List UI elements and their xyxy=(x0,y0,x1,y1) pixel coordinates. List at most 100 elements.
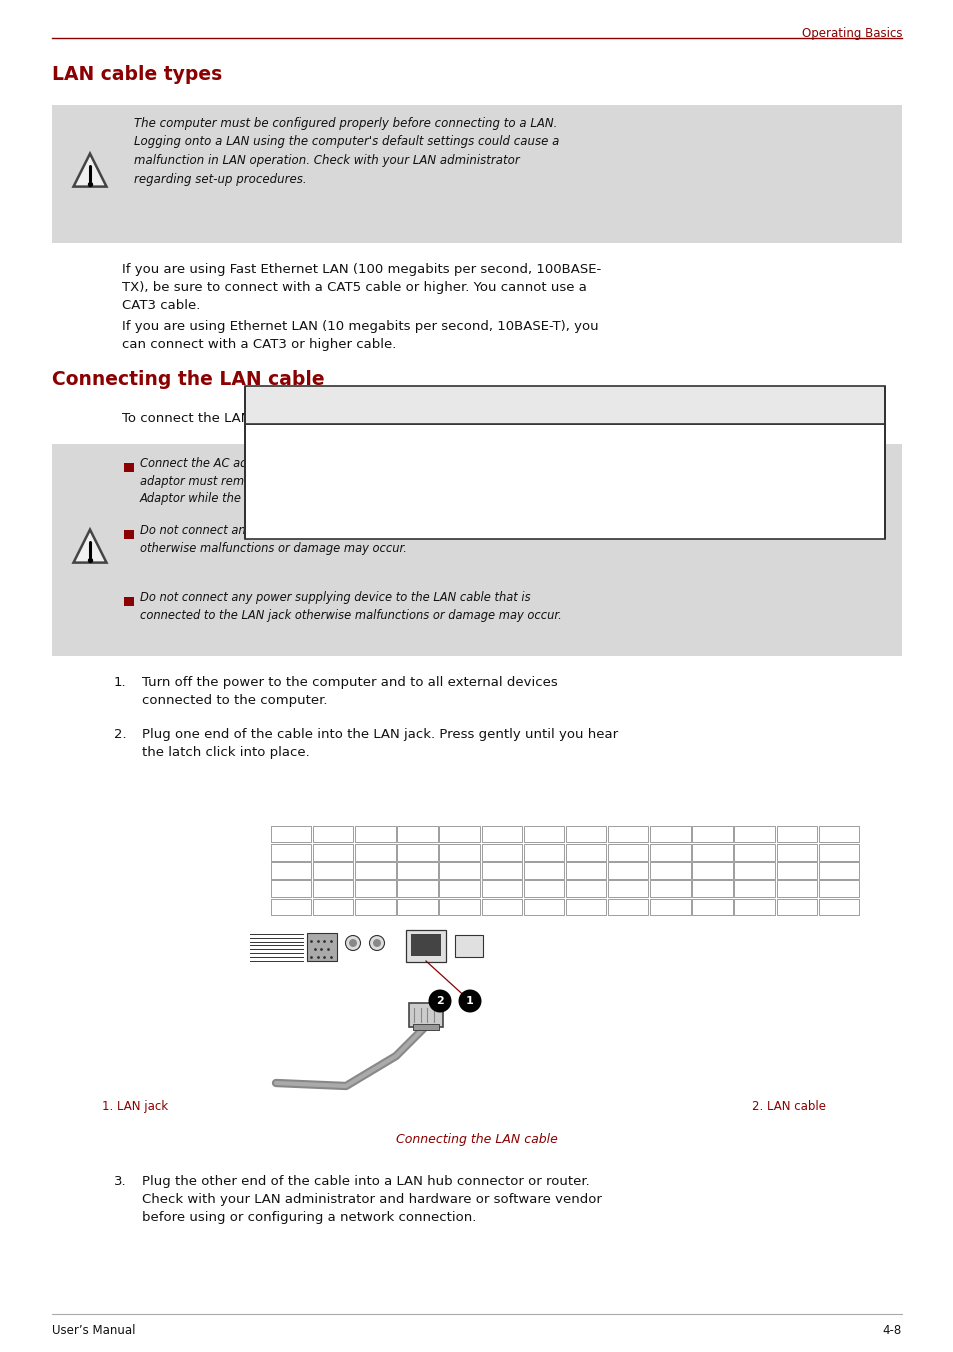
Circle shape xyxy=(428,990,451,1013)
FancyBboxPatch shape xyxy=(565,844,606,861)
FancyBboxPatch shape xyxy=(413,1023,438,1030)
FancyBboxPatch shape xyxy=(271,826,311,842)
FancyBboxPatch shape xyxy=(649,844,690,861)
Text: LAN cable types: LAN cable types xyxy=(52,65,222,84)
Text: 2. LAN cable: 2. LAN cable xyxy=(751,1101,825,1113)
FancyBboxPatch shape xyxy=(734,899,774,915)
FancyBboxPatch shape xyxy=(439,826,479,842)
FancyBboxPatch shape xyxy=(523,880,563,896)
FancyBboxPatch shape xyxy=(776,844,816,861)
Text: Connect the AC adaptor before connecting the LAN cable. The AC
adaptor must rema: Connect the AC adaptor before connecting… xyxy=(140,457,563,506)
FancyBboxPatch shape xyxy=(818,844,859,861)
FancyBboxPatch shape xyxy=(307,933,336,961)
FancyBboxPatch shape xyxy=(411,934,440,956)
FancyBboxPatch shape xyxy=(355,826,395,842)
FancyBboxPatch shape xyxy=(607,863,648,879)
Text: 1.: 1. xyxy=(113,676,127,690)
FancyBboxPatch shape xyxy=(734,863,774,879)
FancyBboxPatch shape xyxy=(818,880,859,896)
FancyBboxPatch shape xyxy=(409,1003,442,1028)
FancyBboxPatch shape xyxy=(692,880,732,896)
FancyBboxPatch shape xyxy=(439,844,479,861)
FancyBboxPatch shape xyxy=(481,880,521,896)
Circle shape xyxy=(373,940,380,946)
Circle shape xyxy=(349,940,356,946)
FancyBboxPatch shape xyxy=(607,826,648,842)
Text: Operating Basics: Operating Basics xyxy=(801,27,901,41)
FancyBboxPatch shape xyxy=(355,863,395,879)
FancyBboxPatch shape xyxy=(313,863,354,879)
FancyBboxPatch shape xyxy=(818,899,859,915)
Text: If you are using Ethernet LAN (10 megabits per second, 10BASE-T), you
can connec: If you are using Ethernet LAN (10 megabi… xyxy=(122,320,598,352)
FancyBboxPatch shape xyxy=(649,826,690,842)
FancyBboxPatch shape xyxy=(776,863,816,879)
FancyBboxPatch shape xyxy=(692,899,732,915)
FancyBboxPatch shape xyxy=(481,899,521,915)
FancyBboxPatch shape xyxy=(396,899,437,915)
FancyBboxPatch shape xyxy=(124,596,133,606)
Text: Connecting the LAN cable: Connecting the LAN cable xyxy=(395,1133,558,1146)
FancyBboxPatch shape xyxy=(734,826,774,842)
FancyBboxPatch shape xyxy=(396,844,437,861)
FancyBboxPatch shape xyxy=(355,899,395,915)
FancyBboxPatch shape xyxy=(565,880,606,896)
FancyBboxPatch shape xyxy=(607,899,648,915)
FancyBboxPatch shape xyxy=(355,844,395,861)
FancyBboxPatch shape xyxy=(565,826,606,842)
Text: 1. LAN jack: 1. LAN jack xyxy=(102,1101,168,1113)
FancyBboxPatch shape xyxy=(439,899,479,915)
FancyBboxPatch shape xyxy=(271,844,311,861)
FancyBboxPatch shape xyxy=(607,880,648,896)
FancyBboxPatch shape xyxy=(481,863,521,879)
FancyBboxPatch shape xyxy=(523,844,563,861)
Text: Plug one end of the cable into the LAN jack. Press gently until you hear
the lat: Plug one end of the cable into the LAN j… xyxy=(142,727,618,758)
Polygon shape xyxy=(245,387,884,425)
FancyBboxPatch shape xyxy=(481,844,521,861)
Polygon shape xyxy=(73,154,107,187)
Text: 1: 1 xyxy=(466,996,474,1006)
Text: Do not connect any other cable to the LAN jack except the LAN cable
otherwise ma: Do not connect any other cable to the LA… xyxy=(140,525,538,554)
Polygon shape xyxy=(73,530,107,562)
Circle shape xyxy=(345,936,360,950)
Circle shape xyxy=(369,936,384,950)
FancyBboxPatch shape xyxy=(734,880,774,896)
FancyBboxPatch shape xyxy=(313,880,354,896)
FancyBboxPatch shape xyxy=(313,899,354,915)
Text: User’s Manual: User’s Manual xyxy=(52,1324,135,1337)
FancyBboxPatch shape xyxy=(818,826,859,842)
FancyBboxPatch shape xyxy=(649,899,690,915)
Text: Connecting the LAN cable: Connecting the LAN cable xyxy=(52,370,324,389)
FancyBboxPatch shape xyxy=(396,863,437,879)
FancyBboxPatch shape xyxy=(649,863,690,879)
Text: If you are using Fast Ethernet LAN (100 megabits per second, 100BASE-
TX), be su: If you are using Fast Ethernet LAN (100 … xyxy=(122,264,600,312)
FancyBboxPatch shape xyxy=(406,930,446,963)
FancyBboxPatch shape xyxy=(692,826,732,842)
Text: 2.: 2. xyxy=(113,727,127,741)
Text: The computer must be configured properly before connecting to a LAN.
Logging ont: The computer must be configured properly… xyxy=(133,118,558,185)
FancyBboxPatch shape xyxy=(607,844,648,861)
FancyBboxPatch shape xyxy=(481,826,521,842)
Text: 2: 2 xyxy=(436,996,443,1006)
FancyBboxPatch shape xyxy=(396,826,437,842)
FancyBboxPatch shape xyxy=(124,530,133,539)
FancyBboxPatch shape xyxy=(439,863,479,879)
Text: Do not connect any power supplying device to the LAN cable that is
connected to : Do not connect any power supplying devic… xyxy=(140,591,561,622)
FancyBboxPatch shape xyxy=(565,899,606,915)
FancyBboxPatch shape xyxy=(776,880,816,896)
FancyBboxPatch shape xyxy=(523,826,563,842)
FancyBboxPatch shape xyxy=(396,880,437,896)
FancyBboxPatch shape xyxy=(523,899,563,915)
FancyBboxPatch shape xyxy=(649,880,690,896)
FancyBboxPatch shape xyxy=(355,880,395,896)
FancyBboxPatch shape xyxy=(776,899,816,915)
FancyBboxPatch shape xyxy=(271,863,311,879)
FancyBboxPatch shape xyxy=(455,936,482,957)
FancyBboxPatch shape xyxy=(313,826,354,842)
Polygon shape xyxy=(245,425,884,539)
Circle shape xyxy=(458,990,481,1013)
FancyBboxPatch shape xyxy=(818,863,859,879)
FancyBboxPatch shape xyxy=(52,443,901,656)
FancyBboxPatch shape xyxy=(523,863,563,879)
FancyBboxPatch shape xyxy=(565,863,606,879)
FancyBboxPatch shape xyxy=(313,844,354,861)
